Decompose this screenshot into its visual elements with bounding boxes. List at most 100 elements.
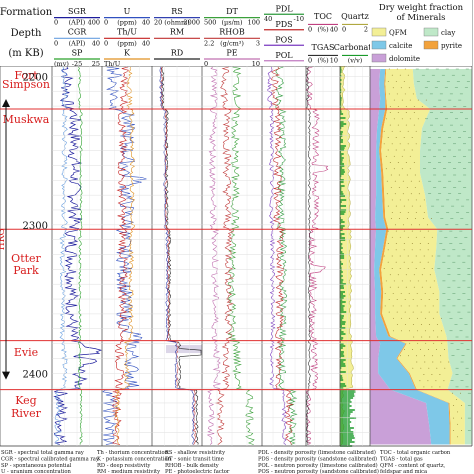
qfm-stipple (456, 398, 458, 400)
track5-range-min: 40 (264, 15, 272, 23)
qfm-stipple (397, 162, 399, 163)
qfm-stipple (436, 349, 437, 350)
qfm-stipple (457, 411, 459, 413)
track4-range-max: 3 (256, 39, 260, 47)
legend-swatch-dolomite (371, 53, 387, 63)
legend-swatch-pyrite (423, 40, 439, 50)
dolomite-area (370, 69, 432, 445)
track4-range-min: 0 (204, 60, 208, 68)
qfm-stipple (400, 355, 401, 357)
qfm-stipple (403, 149, 405, 151)
qfm-stipple (439, 386, 441, 388)
qfm-stipple (411, 230, 413, 232)
legend-label: pyrite (441, 42, 462, 50)
qfm-stipple (385, 168, 387, 170)
qfm-stipple (453, 405, 455, 407)
qfm-stipple (413, 105, 415, 107)
qfm-stipple (404, 93, 406, 95)
qfm-stipple (394, 224, 396, 226)
track1-range-unit: (API) (69, 39, 86, 47)
qfm-stipple (411, 205, 413, 207)
qfm-stipple (395, 205, 397, 207)
sonic-curve (227, 66, 255, 445)
qfm-stipple (440, 317, 442, 319)
qfm-stipple (395, 261, 397, 263)
qfm-stipple (418, 180, 420, 182)
qfm-stipple (432, 317, 434, 319)
qfm-stipple (423, 236, 425, 238)
qfm-stipple (389, 124, 391, 126)
qfm-stipple (416, 330, 418, 332)
qfm-stipple (461, 405, 463, 407)
qfm-stipple (400, 87, 402, 89)
track6-range-unit: (%) (317, 56, 329, 64)
track1-range-max: 400 (88, 19, 100, 27)
qfm-stipple (385, 280, 387, 282)
qfm-stipple (390, 186, 392, 188)
qfm-stipple (425, 342, 427, 344)
legend-label: QFM (389, 29, 407, 37)
qfm-stipple (419, 380, 421, 382)
qfm-stipple (407, 143, 409, 145)
qfm-stipple (389, 112, 391, 114)
qfm-stipple (424, 305, 426, 307)
qfm-stipple (412, 367, 414, 369)
track4-range-min: 500 (204, 19, 216, 27)
qfm-stipple (414, 174, 416, 176)
footnote-text: U - uranium concentration (1, 469, 71, 474)
depth-tick-label: 2200 (23, 72, 48, 83)
qfm-stipple (402, 193, 404, 195)
track4-range-min: 2.2 (204, 39, 214, 47)
header-row-label: (m KB) (8, 48, 43, 59)
pyrite-area (379, 69, 451, 445)
qfm-stipple (415, 211, 417, 213)
qfm-stipple (423, 255, 425, 257)
footnote-text: PDL - density porosity (limestone calibr… (258, 449, 376, 456)
qfm-stipple (411, 137, 413, 138)
track4-range-unit: (µs/m) (222, 19, 243, 27)
track2-range-unit: (ppm) (117, 39, 137, 47)
qfm-stipple (416, 355, 417, 357)
qfm-stipple (392, 87, 394, 89)
track6-range-max: 40 (330, 25, 338, 33)
qfm-stipple (411, 249, 413, 251)
legend-label: dolomite (389, 55, 420, 63)
qfm-stipple (410, 180, 412, 182)
track6-range-unit: (%) (317, 25, 329, 33)
qfm-stipple (415, 199, 417, 201)
qfm-stipple (399, 130, 401, 132)
qfm-stipple (420, 324, 422, 326)
qfm-stipple (394, 180, 396, 182)
qfm-stipple (416, 317, 418, 319)
qfm-stipple (432, 330, 434, 332)
qfm-stipple (399, 211, 401, 213)
track2-curve-name: U (124, 7, 131, 16)
track7-range-min: 0 (342, 25, 346, 33)
toc-curve (305, 66, 329, 445)
qfm-stipple (387, 205, 389, 207)
footnote-text: RD - deep resistivity (97, 463, 150, 469)
qfm-stipple (413, 124, 415, 126)
qfm-stipple (388, 299, 390, 301)
footnote-text: RHOB - bulk density (165, 463, 219, 469)
qfm-stipple (437, 336, 439, 338)
header-background (0, 0, 370, 66)
qfm-stipple (387, 137, 389, 138)
qfm-stipple (429, 286, 431, 288)
qfm-stipple (399, 236, 401, 238)
qfm-stipple (432, 355, 433, 357)
qfm-stipple (417, 118, 419, 120)
density-porosity-ls-curve (275, 66, 298, 445)
footnote-text: K - potassium concentration (97, 456, 172, 462)
track5-curve-name: POS (275, 35, 292, 44)
footnote-text: Th - thorium concentration (97, 450, 169, 456)
formation-label-0-line1: Fort (14, 69, 38, 82)
qfm-stipple (387, 249, 389, 251)
mineral-title-line1: Dry weight fraction (379, 3, 464, 13)
qfm-stipple (399, 255, 401, 257)
qfm-stipple (408, 330, 410, 332)
qfm-stipple (408, 317, 410, 319)
qfm-stipple (384, 305, 386, 307)
qfm-stipple (391, 143, 393, 145)
